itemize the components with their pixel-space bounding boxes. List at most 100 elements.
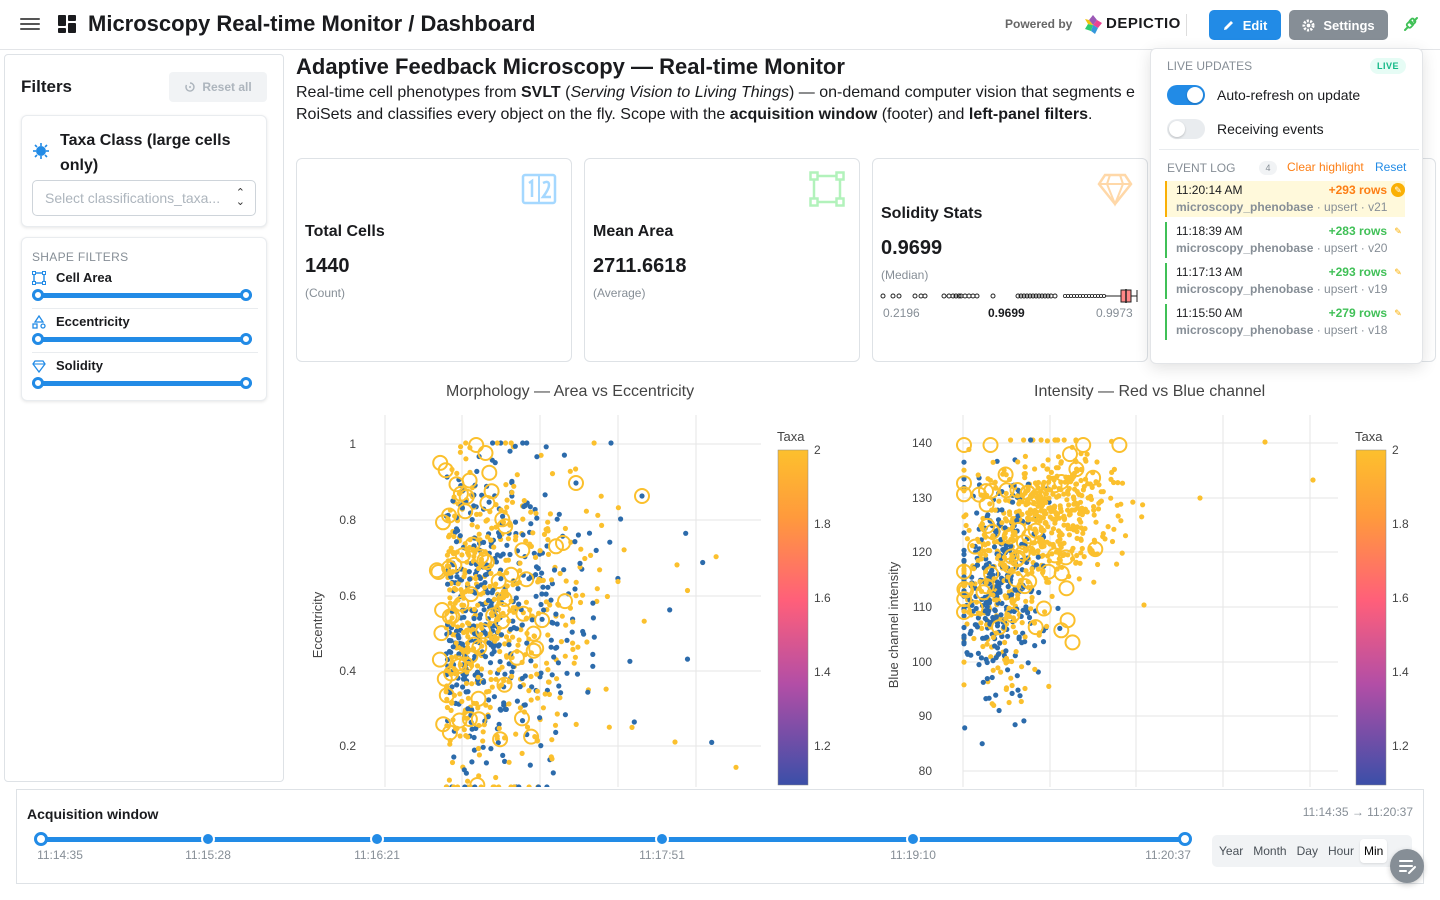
highlight-ring: [1053, 622, 1070, 639]
intensity-chart-title: Intensity — Red vs Blue channel: [1034, 383, 1266, 400]
cell-area-max-handle[interactable]: [240, 289, 252, 301]
auto-refresh-toggle[interactable]: [1167, 85, 1205, 105]
scatter-point: [984, 604, 990, 610]
scatter-point: [629, 724, 635, 730]
notes-fab-button[interactable]: [1390, 849, 1424, 883]
cell-area-min-handle[interactable]: [32, 289, 44, 301]
scatter-point: [1044, 623, 1050, 629]
scatter-point: [992, 507, 998, 513]
scatter-point: [1003, 648, 1009, 654]
scatter-point: [562, 653, 568, 659]
morphology-scatter-chart[interactable]: 1 0.8 0.6 0.4 0.2 Eccentricity Taxa 2 1.8 1.6 1.4 1…: [296, 415, 856, 787]
taxa-select[interactable]: Select classifications_taxa... ⌃ ⌄: [32, 180, 256, 216]
scatter-point: [1066, 512, 1072, 518]
scatter-point: [509, 478, 515, 484]
dashboard-description: Real-time cell phenotypes from SVLT (Ser…: [296, 82, 1166, 126]
acquisition-end-handle[interactable]: [1178, 832, 1192, 846]
scatter-point: [961, 547, 967, 553]
reset-link[interactable]: Reset: [1375, 160, 1407, 174]
event-item[interactable]: 11:20:14 AM +293 rows ✎ microscopy_pheno…: [1165, 181, 1405, 217]
scatter-point: [1049, 530, 1055, 536]
scatter-point: [1100, 489, 1106, 495]
highlight-ring: [494, 511, 511, 528]
total-cells-sub: (Count): [305, 286, 346, 300]
granularity-day[interactable]: Day: [1296, 844, 1318, 858]
scatter-point: [990, 667, 996, 673]
scatter-point: [513, 595, 519, 601]
solidity-max-handle[interactable]: [240, 377, 252, 389]
highlight-ring: [451, 712, 468, 729]
scatter-point: [450, 549, 456, 555]
scatter-point: [540, 577, 546, 583]
highlight-ring: [441, 559, 458, 576]
highlight-ring: [1029, 488, 1046, 505]
menu-icon[interactable]: [20, 15, 40, 35]
intensity-scatter-chart[interactable]: 140 130 120 110 100 90 80 Blue channel intensit…: [870, 415, 1440, 787]
boxplot-outlier: [890, 293, 896, 299]
numbers-icon: [521, 173, 557, 205]
granularity-hour[interactable]: Hour: [1327, 844, 1354, 858]
scatter-point: [457, 691, 463, 697]
scatter-point: [512, 519, 519, 525]
scatter-point: [984, 676, 990, 682]
scatter-point: [976, 662, 982, 668]
highlight-ring: [956, 486, 972, 503]
granularity-min[interactable]: Min: [1359, 839, 1388, 863]
solidity-min-handle[interactable]: [32, 377, 44, 389]
scatter-point: [1011, 608, 1017, 614]
scatter-point: [1079, 545, 1085, 552]
scatter-point: [465, 581, 471, 587]
scatter-point: [481, 539, 487, 545]
taxa-filter-card: Taxa Class (large cells only) Select cla…: [21, 115, 267, 227]
acquisition-mark[interactable]: [201, 832, 215, 846]
scatter-point: [1015, 513, 1021, 519]
scatter-point: [983, 599, 989, 606]
event-item[interactable]: 11:15:50 AM +279 rows ✎ microscopy_pheno…: [1165, 304, 1405, 340]
scatter-point: [461, 629, 467, 636]
scatter-point: [974, 510, 980, 516]
acquisition-mark[interactable]: [906, 832, 920, 846]
scatter-point: [476, 565, 482, 571]
eccentricity-min-handle[interactable]: [32, 333, 44, 345]
reset-all-button[interactable]: Reset all: [169, 72, 267, 102]
clear-highlight-link[interactable]: Clear highlight: [1287, 160, 1364, 174]
scatter-point: [472, 784, 478, 787]
scatter-point: [564, 637, 570, 643]
highlight-ring: [496, 591, 513, 607]
y-tick-label: 100: [912, 655, 932, 669]
scatter-point: [1010, 499, 1016, 505]
solidity-slider[interactable]: [32, 381, 252, 386]
acquisition-start-handle[interactable]: [34, 832, 48, 846]
scatter-point: [463, 733, 469, 739]
edit-button[interactable]: Edit: [1209, 10, 1281, 40]
scatter-point: [983, 556, 989, 562]
scatter-point: [510, 618, 516, 624]
scatter-point: [549, 756, 555, 762]
granularity-month[interactable]: Month: [1253, 844, 1287, 858]
settings-button[interactable]: Settings: [1289, 10, 1388, 40]
eccentricity-max-handle[interactable]: [240, 333, 252, 345]
eccentricity-slider[interactable]: [32, 337, 252, 342]
highlight-ring: [478, 554, 495, 571]
highlight-ring: [483, 483, 500, 500]
eccentricity-label: Eccentricity: [56, 314, 130, 329]
acquisition-slider[interactable]: [41, 837, 1186, 842]
plug-connected-icon[interactable]: [1402, 15, 1420, 33]
scatter-point: [489, 590, 495, 596]
scatter-point: [528, 673, 534, 680]
boxplot-outlier: [1039, 293, 1045, 299]
event-meta: · upsert · v19: [1313, 282, 1388, 296]
cell-area-slider[interactable]: [32, 293, 252, 298]
granularity-year[interactable]: Year: [1219, 844, 1244, 858]
scatter-point: [532, 506, 538, 513]
acquisition-mark[interactable]: [370, 832, 384, 846]
event-item[interactable]: 11:17:13 AM +293 rows ✎ microscopy_pheno…: [1165, 263, 1405, 299]
colorbar-tick-label: 1.6: [814, 591, 831, 605]
scatter-point: [543, 444, 549, 450]
receiving-events-toggle[interactable]: [1167, 119, 1205, 139]
acquisition-mark[interactable]: [655, 832, 669, 846]
event-item[interactable]: 11:18:39 AM +283 rows ✎ microscopy_pheno…: [1165, 222, 1405, 258]
scatter-point: [484, 689, 490, 695]
scatter-point: [1049, 551, 1055, 557]
scatter-point: [641, 618, 647, 624]
